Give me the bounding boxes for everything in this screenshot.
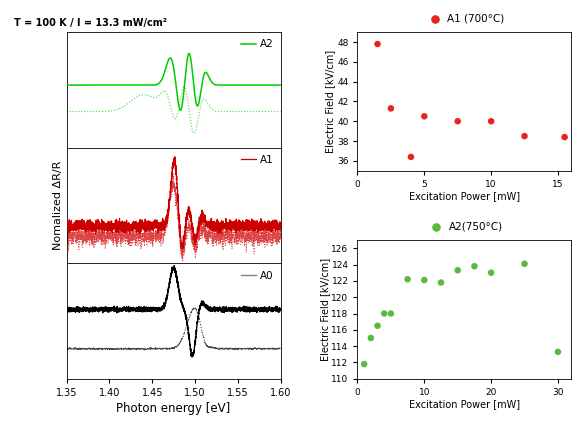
Point bbox=[553, 348, 563, 355]
Legend: A2(750°C): A2(750°C) bbox=[422, 217, 507, 236]
Point bbox=[420, 113, 429, 120]
Point bbox=[453, 267, 462, 274]
Point bbox=[420, 276, 429, 283]
Point bbox=[487, 269, 496, 276]
Y-axis label: Electric Field [kV/cm]: Electric Field [kV/cm] bbox=[325, 50, 336, 153]
Point bbox=[366, 335, 375, 342]
Point bbox=[487, 118, 496, 125]
Y-axis label: Electric Field [kV/cm]: Electric Field [kV/cm] bbox=[320, 258, 330, 361]
Point bbox=[386, 310, 396, 317]
X-axis label: Excitation Power [mW]: Excitation Power [mW] bbox=[409, 400, 520, 410]
Legend: A0: A0 bbox=[239, 268, 276, 282]
Point bbox=[520, 133, 529, 140]
Point bbox=[403, 276, 412, 282]
Point bbox=[470, 263, 479, 270]
Legend: A1: A1 bbox=[238, 153, 276, 167]
Point bbox=[436, 279, 445, 286]
Y-axis label: Nomalized ΔR/R: Nomalized ΔR/R bbox=[53, 161, 63, 250]
Point bbox=[373, 41, 382, 48]
Point bbox=[520, 260, 529, 267]
Legend: A2: A2 bbox=[238, 37, 276, 51]
X-axis label: Photon energy [eV]: Photon energy [eV] bbox=[117, 402, 231, 415]
Point bbox=[379, 310, 389, 317]
X-axis label: Excitation Power [mW]: Excitation Power [mW] bbox=[409, 192, 520, 202]
Legend: A1 (700°C): A1 (700°C) bbox=[420, 9, 509, 28]
Point bbox=[407, 154, 416, 160]
Point bbox=[360, 361, 369, 368]
Point bbox=[373, 322, 382, 329]
Point bbox=[453, 118, 462, 125]
Point bbox=[386, 105, 396, 112]
Text: T = 100 K / I = 13.3 mW/cm²: T = 100 K / I = 13.3 mW/cm² bbox=[14, 18, 168, 28]
Point bbox=[560, 134, 569, 140]
